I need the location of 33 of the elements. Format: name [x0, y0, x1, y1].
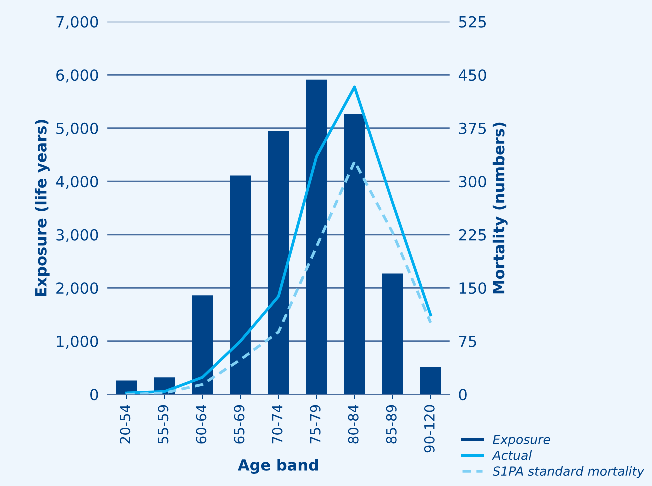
x-tick-label: 75-79: [310, 405, 321, 444]
y-tick-label: 1,000: [57, 336, 98, 349]
y-tick-label: 6,000: [56, 70, 98, 83]
legend-label: Actual: [492, 450, 532, 460]
y-tick-label: 4,000: [56, 176, 98, 190]
y-tick-label: 3,000: [56, 229, 98, 242]
x-tick-label: 65-69: [234, 405, 245, 444]
y2-tick-label: 300: [459, 176, 486, 188]
x-tick-label: 80-84: [348, 405, 359, 444]
y-axis-title: Exposure (life years): [35, 120, 50, 296]
legend-label: Exposure: [493, 435, 550, 447]
y2-axis-title: Mortality (numbers): [492, 122, 508, 294]
y2-tick-label: 450: [458, 70, 486, 82]
line-series: [125, 86, 432, 395]
y2-tick-label: 225: [459, 229, 486, 241]
y2-tick-label: 525: [459, 16, 486, 28]
y2-tick-label: 75: [459, 336, 476, 348]
x-tick-label: 90-120: [424, 405, 435, 453]
x-tick-label: 20-54: [120, 405, 131, 444]
x-axis-title: Age band: [238, 459, 318, 474]
x-tick-label: 70-74: [272, 405, 283, 444]
x-tick-label: 85-89: [386, 405, 397, 444]
legend-label: S1PA standard mortality: [492, 466, 645, 478]
y-tick-label: 0: [90, 389, 98, 401]
y2-tick-label: 150: [460, 282, 486, 294]
line-series: [125, 160, 432, 395]
y-tick-label: 5,000: [56, 122, 98, 136]
y2-tick-label: 375: [459, 122, 486, 134]
y-tick-label: 7,000: [56, 16, 98, 30]
x-tick-label: 60-64: [196, 405, 207, 444]
y-tick-label: 2,000: [56, 282, 98, 296]
y2-tick-label: 0: [459, 389, 467, 401]
x-tick-label: 55-59: [158, 405, 169, 444]
